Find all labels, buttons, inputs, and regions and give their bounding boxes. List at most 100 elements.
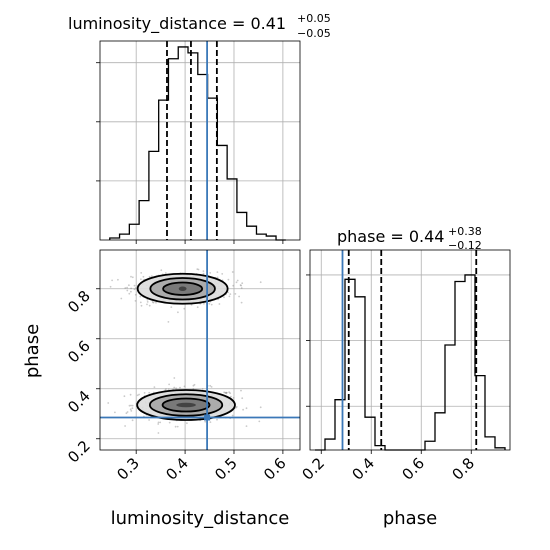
contour-line <box>161 397 211 413</box>
scatter-point <box>126 289 129 292</box>
scatter-point <box>196 268 199 270</box>
scatter-point <box>223 296 225 299</box>
scatter-point <box>152 301 155 304</box>
scatter-point <box>225 392 228 395</box>
scatter-point <box>139 295 142 298</box>
scatter-point <box>193 383 196 386</box>
phase-histogram-panel: 0.2 0.4 0.6 0.8 <box>298 249 511 484</box>
scatter-point <box>146 301 149 303</box>
scatter-point <box>130 290 132 293</box>
scatter-point <box>146 298 149 301</box>
phase-title: phase = 0.44 <box>337 227 444 246</box>
scatter-point <box>109 285 112 288</box>
scatter-point <box>229 293 232 295</box>
scatter-point <box>159 421 162 424</box>
scatter-point <box>242 408 245 411</box>
scatter-point <box>133 288 136 291</box>
scatter-point <box>174 425 177 428</box>
scatter-point <box>155 301 157 304</box>
scatter-point <box>114 411 116 414</box>
scatter-point <box>239 284 242 286</box>
scatter-point <box>177 311 179 314</box>
scatter-point <box>168 421 171 424</box>
scatter-point <box>175 387 178 390</box>
x-tick-label: 0.3 <box>113 454 143 484</box>
scatter-point <box>131 419 134 422</box>
y-axis-label-phase: phase <box>22 324 43 378</box>
scatter-point <box>225 391 228 394</box>
truth-marker <box>204 414 211 421</box>
scatter-point <box>232 284 235 287</box>
lumdist-title: luminosity_distance = 0.41 <box>68 14 286 34</box>
scatter-point <box>130 410 133 412</box>
scatter-point <box>107 402 110 404</box>
scatter-point <box>235 281 238 284</box>
scatter-point <box>231 414 234 417</box>
scatter-point <box>131 276 134 279</box>
scatter-point <box>221 273 224 275</box>
x-tick-label: 0.4 <box>162 454 192 484</box>
scatter-point <box>128 292 131 295</box>
x-tick-label: 0.8 <box>448 454 478 484</box>
phase-title-sup: +0.38 <box>448 225 482 238</box>
scatter-point <box>259 406 262 409</box>
scatter-point <box>230 395 232 398</box>
y-tick-label: 0.8 <box>64 287 94 317</box>
scatter-point <box>139 301 142 304</box>
scatter-point <box>127 284 130 287</box>
scatter-point <box>164 272 167 274</box>
scatter-point <box>202 270 205 272</box>
x-axis-label-luminosity-distance: luminosity_distance <box>111 508 290 529</box>
scatter-point <box>196 306 199 309</box>
scatter-point <box>201 388 204 390</box>
histogram-step-line <box>109 46 286 241</box>
scatter-point <box>209 272 212 274</box>
scatter-point <box>131 404 134 407</box>
scatter-point <box>148 275 151 278</box>
lumdist-title-sub: −0.05 <box>297 27 331 40</box>
scatter-point <box>146 303 148 306</box>
scatter-point <box>173 377 176 379</box>
scatter-point <box>148 419 151 421</box>
contour-line <box>136 272 229 305</box>
scatter-point <box>241 282 244 285</box>
scatter-point <box>241 397 244 400</box>
scatter-point <box>240 284 243 287</box>
scatter-point <box>125 412 128 415</box>
scatter-point <box>245 425 248 427</box>
scatter-point <box>150 275 153 278</box>
scatter-point <box>170 306 173 308</box>
scatter-point <box>240 301 243 304</box>
x-tick-label: 0.6 <box>260 454 290 484</box>
scatter-point <box>186 422 188 425</box>
scatter-point <box>210 303 213 306</box>
x-tick-label: 0.2 <box>298 454 328 484</box>
scatter-point <box>142 275 145 278</box>
y-tick-label: 0.6 <box>64 337 94 367</box>
scatter-point <box>202 272 205 275</box>
scatter-point <box>111 279 113 282</box>
panel-frame <box>99 40 301 241</box>
scatter-point <box>224 392 227 394</box>
scatter-point <box>157 423 160 425</box>
scatter-point <box>130 275 132 278</box>
contour-line <box>162 281 204 296</box>
scatter-point <box>183 385 186 388</box>
scatter-point <box>134 300 137 302</box>
scatter-point <box>228 391 231 393</box>
scatter-point <box>129 393 132 396</box>
scatter-point <box>120 297 123 300</box>
scatter-point <box>238 295 241 298</box>
scatter-point <box>138 393 141 396</box>
scatter-point <box>126 286 128 289</box>
y-tick-label: 0.4 <box>64 387 94 417</box>
scatter-point <box>225 391 228 394</box>
scatter-point <box>128 404 131 407</box>
scatter-point <box>124 287 127 289</box>
scatter-point <box>236 279 239 282</box>
scatter-point <box>231 271 234 273</box>
scatter-point <box>229 392 232 395</box>
scatter-point <box>209 384 212 387</box>
scatter-point <box>218 303 221 305</box>
scatter-point <box>140 304 143 307</box>
